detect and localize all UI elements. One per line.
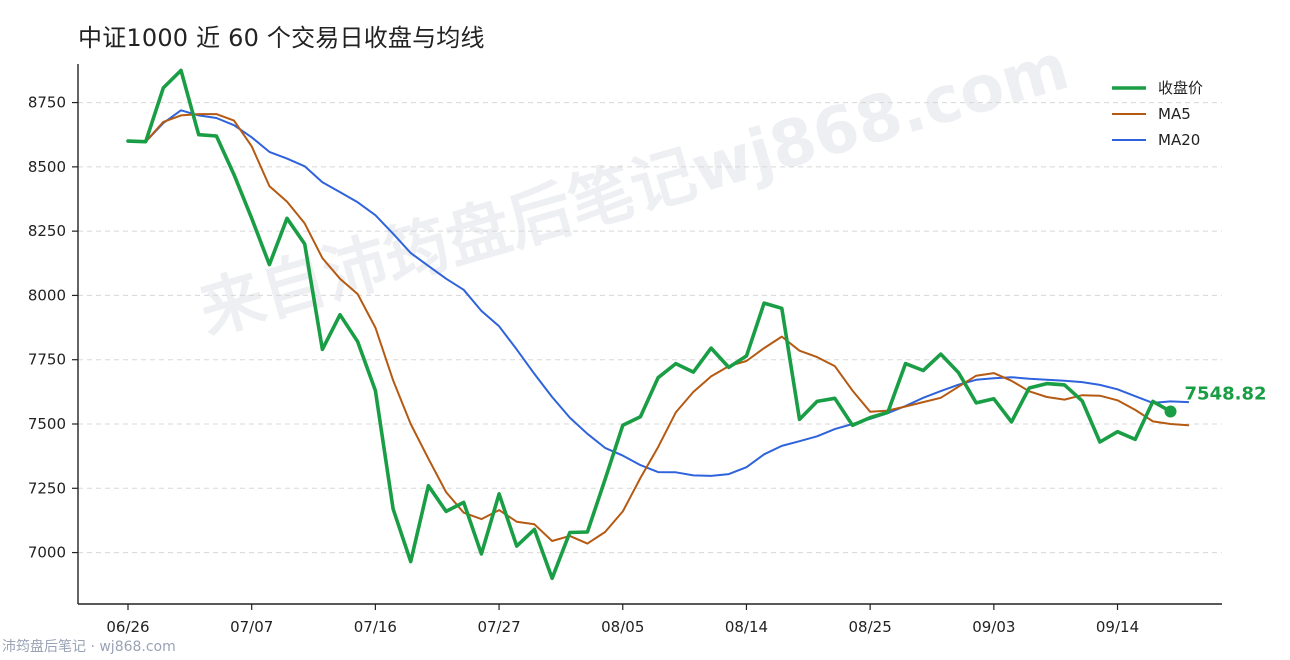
series-layer xyxy=(126,68,1190,581)
close-price-line xyxy=(126,68,1173,581)
last-value-dot xyxy=(1164,405,1177,418)
x-tick-label: 08/14 xyxy=(725,618,768,636)
x-tick-label: 08/25 xyxy=(849,618,892,636)
footer-credit: 沛筠盘后笔记 · wj868.com xyxy=(2,639,176,655)
x-tick-label: 07/07 xyxy=(230,618,273,636)
y-tick-label: 7000 xyxy=(28,544,66,562)
x-tick-label: 07/27 xyxy=(477,618,520,636)
axis-layer: 7000 7250 7500 7750 8000 8250 8500 8750 06/26 07/… xyxy=(28,64,1222,636)
last-value-label: 7548.82 xyxy=(1185,383,1267,404)
legend-label: 收盘价 xyxy=(1158,79,1203,97)
ma5-line xyxy=(127,113,1190,545)
y-tick-label: 7500 xyxy=(28,415,66,433)
x-tick-label: 08/05 xyxy=(601,618,644,636)
x-tick-label: 06/26 xyxy=(106,618,149,636)
grid-layer xyxy=(78,102,1222,554)
legend-label: MA20 xyxy=(1158,131,1200,149)
y-tick-label: 8500 xyxy=(28,158,66,176)
legend-label: MA5 xyxy=(1158,105,1191,123)
ma20-line xyxy=(127,109,1190,477)
y-tick-label: 7250 xyxy=(28,479,66,497)
chart-title: 中证1000 近 60 个交易日收盘与均线 xyxy=(78,24,485,52)
y-tick-label: 8750 xyxy=(28,94,66,112)
legend: 收盘价 MA5 MA20 xyxy=(1112,79,1203,149)
watermark-text: 来自沛筠盘后笔记wj868.com xyxy=(192,30,1077,349)
x-tick-label: 09/14 xyxy=(1096,618,1139,636)
y-tick-label: 8250 xyxy=(28,222,66,240)
x-tick-label: 07/16 xyxy=(354,618,397,636)
annotation-layer: 7548.82 xyxy=(1164,383,1267,418)
y-tick-label: 7750 xyxy=(28,351,66,369)
x-tick-label: 09/03 xyxy=(972,618,1015,636)
y-tick-label: 8000 xyxy=(28,286,66,304)
